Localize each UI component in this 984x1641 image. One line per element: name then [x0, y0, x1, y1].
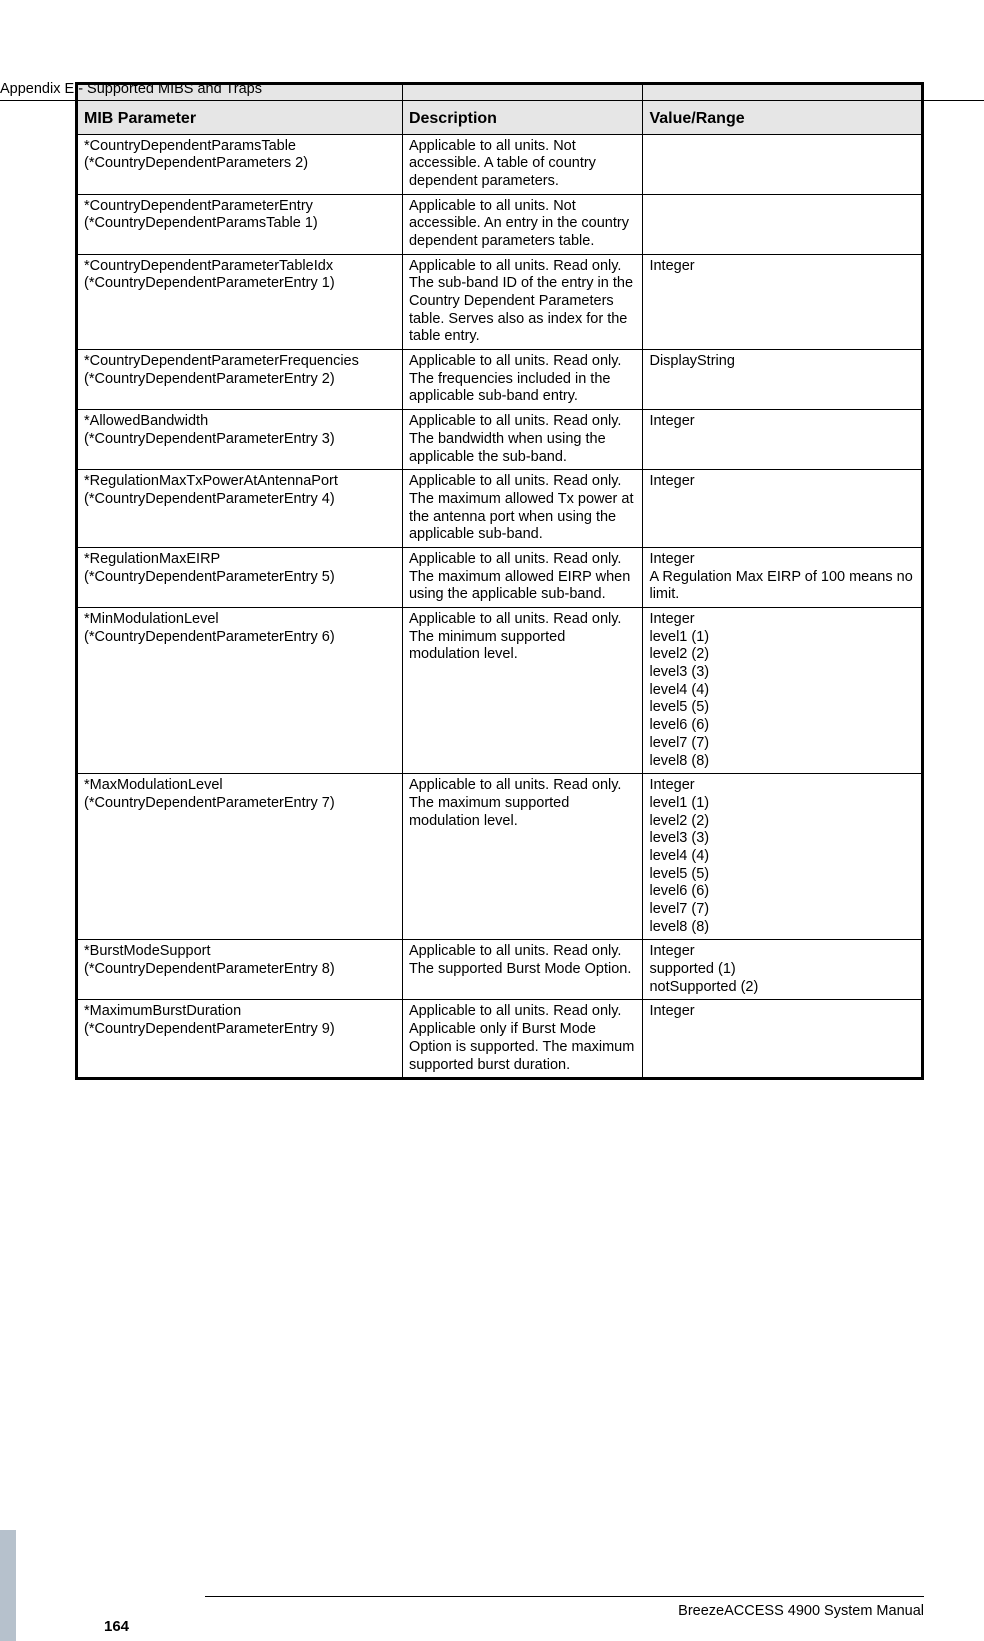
- cell-parameter: *CountryDependentParameterEntry(*Country…: [78, 194, 403, 254]
- cell-description: Applicable to all units. Read only. The …: [402, 940, 643, 1000]
- cell-parameter: *MaximumBurstDuration(*CountryDependentP…: [78, 1000, 403, 1078]
- cell-value: Integersupported (1)notSupported (2): [643, 940, 922, 1000]
- mib-table-wrap: MIB Parameter Description Value/Range *C…: [75, 82, 924, 1080]
- table-row: *BurstModeSupport(*CountryDependentParam…: [78, 940, 922, 1000]
- table-row: *CountryDependentParameterTableIdx(*Coun…: [78, 254, 922, 349]
- table-row: *MaximumBurstDuration(*CountryDependentP…: [78, 1000, 922, 1078]
- cell-description: Applicable to all units. Read only. Appl…: [402, 1000, 643, 1078]
- cell-value: Integerlevel1 (1)level2 (2)level3 (3)lev…: [643, 608, 922, 774]
- table-row: *CountryDependentParamsTable(*CountryDep…: [78, 134, 922, 194]
- page-number: 164: [104, 1618, 129, 1635]
- table-row: *CountryDependentParameterFrequencies(*C…: [78, 350, 922, 410]
- cell-description: Applicable to all units. Read only. The …: [402, 547, 643, 607]
- cell-parameter: *CountryDependentParameterTableIdx(*Coun…: [78, 254, 403, 349]
- cell-value: Integer: [643, 470, 922, 548]
- cell-parameter: *MinModulationLevel(*CountryDependentPar…: [78, 608, 403, 774]
- cell-value: Integer: [643, 410, 922, 470]
- table-row: *RegulationMaxTxPowerAtAntennaPort(*Coun…: [78, 470, 922, 548]
- table-row: *CountryDependentParameterEntry(*Country…: [78, 194, 922, 254]
- header-title: Appendix E - Supported MIBS and Traps: [0, 81, 262, 97]
- cell-value: IntegerA Regulation Max EIRP of 100 mean…: [643, 547, 922, 607]
- table-row: *MaxModulationLevel(*CountryDependentPar…: [78, 774, 922, 940]
- cell-value: Integerlevel1 (1)level2 (2)level3 (3)lev…: [643, 774, 922, 940]
- cell-parameter: *CountryDependentParameterFrequencies(*C…: [78, 350, 403, 410]
- col-header-description: Description: [402, 85, 643, 135]
- cell-value: Integer: [643, 254, 922, 349]
- cell-parameter: *AllowedBandwidth(*CountryDependentParam…: [78, 410, 403, 470]
- cell-description: Applicable to all units. Read only. The …: [402, 350, 643, 410]
- table-row: *RegulationMaxEIRP(*CountryDependentPara…: [78, 547, 922, 607]
- table-row: *AllowedBandwidth(*CountryDependentParam…: [78, 410, 922, 470]
- cell-description: Applicable to all units. Read only. The …: [402, 410, 643, 470]
- cell-value: [643, 194, 922, 254]
- cell-parameter: *RegulationMaxEIRP(*CountryDependentPara…: [78, 547, 403, 607]
- cell-description: Applicable to all units. Read only. The …: [402, 254, 643, 349]
- cell-value: DisplayString: [643, 350, 922, 410]
- cell-description: Applicable to all units. Read only. The …: [402, 608, 643, 774]
- cell-parameter: *RegulationMaxTxPowerAtAntennaPort(*Coun…: [78, 470, 403, 548]
- table-row: *MinModulationLevel(*CountryDependentPar…: [78, 608, 922, 774]
- cell-value: [643, 134, 922, 194]
- footer-rule: [205, 1596, 924, 1597]
- col-header-value: Value/Range: [643, 85, 922, 135]
- cell-value: Integer: [643, 1000, 922, 1078]
- cell-description: Applicable to all units. Read only. The …: [402, 774, 643, 940]
- cell-description: Applicable to all units. Not accessible.…: [402, 134, 643, 194]
- left-gutter-bar: [0, 1530, 16, 1641]
- cell-description: Applicable to all units. Not accessible.…: [402, 194, 643, 254]
- header-rule: [0, 100, 984, 101]
- mib-table: MIB Parameter Description Value/Range *C…: [77, 84, 922, 1078]
- cell-parameter: *CountryDependentParamsTable(*CountryDep…: [78, 134, 403, 194]
- cell-description: Applicable to all units. Read only. The …: [402, 470, 643, 548]
- cell-parameter: *BurstModeSupport(*CountryDependentParam…: [78, 940, 403, 1000]
- footer-text: BreezeACCESS 4900 System Manual: [75, 1603, 924, 1619]
- cell-parameter: *MaxModulationLevel(*CountryDependentPar…: [78, 774, 403, 940]
- footer: BreezeACCESS 4900 System Manual: [75, 1596, 924, 1619]
